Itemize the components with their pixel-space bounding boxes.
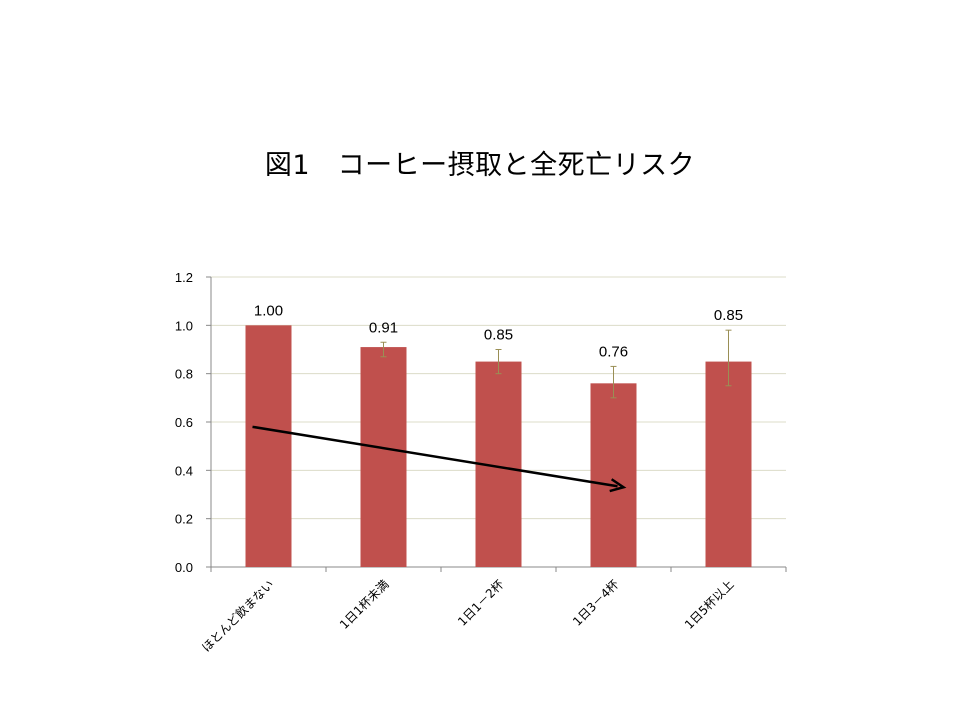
trend-arrow-line: [252, 425, 618, 488]
data-label: 0.85: [714, 307, 743, 324]
bar: [705, 361, 752, 567]
x-tick-label: 1日5杯以上: [682, 577, 737, 632]
y-tick-label: 1.2: [175, 270, 193, 285]
y-tick-label: 0.0: [175, 560, 193, 575]
data-label: 0.85: [484, 327, 513, 344]
bars: [245, 325, 752, 567]
data-label: 1.00: [254, 302, 283, 319]
trend-arrow: [252, 425, 627, 493]
bar: [590, 383, 637, 567]
x-tick-label: ほとんど飲まない: [198, 577, 276, 655]
y-tick-label: 0.6: [175, 415, 193, 430]
x-tick-label: 1日3－4杯: [570, 577, 622, 629]
trend-arrow-head: [609, 478, 627, 493]
data-label: 0.76: [599, 343, 628, 360]
axes: 0.0 0.2 0.4 0.6 0.8 1.0 1.2: [175, 270, 787, 575]
y-tick-label: 0.4: [175, 463, 193, 478]
y-tick-label: 0.2: [175, 512, 193, 527]
x-tick-label: 1日1－2杯: [455, 577, 507, 629]
y-tick-label: 0.8: [175, 367, 193, 382]
y-tick-label: 1.0: [175, 318, 193, 333]
x-tick-label: 1日1杯未満: [337, 577, 392, 632]
chart-title: 図1 コーヒー摂取と全死亡リスク: [264, 150, 696, 181]
data-label: 0.91: [369, 319, 398, 336]
bar: [245, 325, 292, 567]
bar: [360, 347, 407, 567]
